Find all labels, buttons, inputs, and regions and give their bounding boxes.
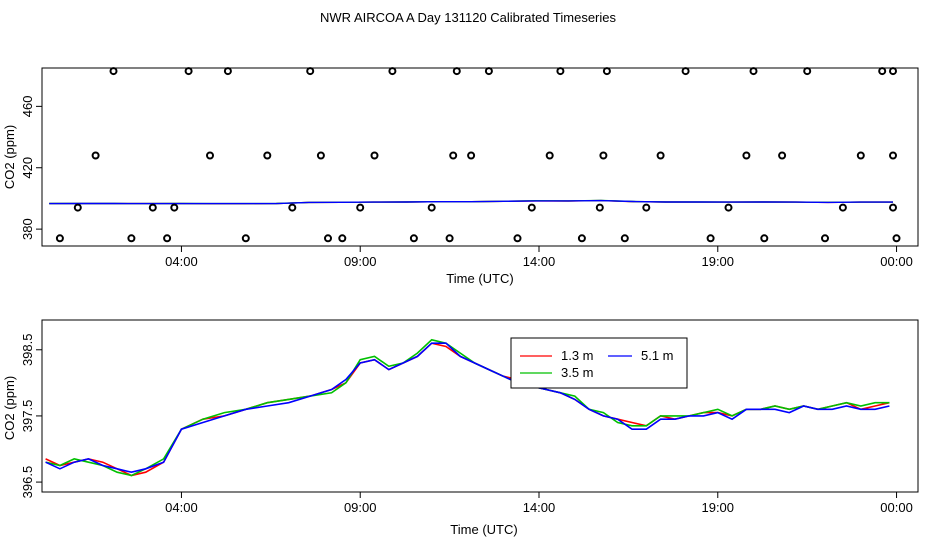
scatter-point [316, 151, 325, 160]
scatter-point [889, 203, 897, 212]
scatter-point [838, 203, 847, 212]
top-y-axis-label: CO2 (ppm) [2, 125, 17, 189]
scatter-point [803, 67, 812, 76]
bottom-x-axis-label: Time (UTC) [450, 522, 517, 537]
scatter-point [370, 151, 379, 160]
top-series-lines [49, 199, 893, 205]
scatter-point [452, 67, 461, 76]
top-x-axis: 04:00 09:00 14:00 19:00 00:00 [165, 246, 913, 269]
scatter-point [724, 203, 733, 212]
bottom-x-tick-label: 14:00 [523, 500, 556, 515]
top-x-tick-label: 19:00 [701, 254, 734, 269]
scatter-point [91, 151, 100, 160]
top-y-tick-label: 460 [20, 96, 35, 118]
scatter-point [856, 151, 865, 160]
scatter-point [556, 67, 565, 76]
top-y-tick-label: 420 [20, 157, 35, 179]
scatter-point [484, 67, 493, 76]
top-panel: 04:00 09:00 14:00 19:00 00:00 380 420 460 Time… [2, 67, 919, 286]
top-x-tick-label: 04:00 [165, 254, 198, 269]
bottom-x-axis: 04:00 09:00 14:00 19:00 00:00 [165, 492, 913, 515]
bottom-y-tick-label: 396.5 [20, 466, 35, 499]
scatter-point [427, 203, 436, 212]
top-x-tick-label: 09:00 [344, 254, 377, 269]
scatter-point [445, 234, 454, 243]
scatter-point [760, 234, 769, 243]
scatter-point [223, 67, 232, 76]
scatter-point [109, 67, 118, 76]
scatter-point [263, 151, 272, 160]
scatter-point [602, 67, 611, 76]
scatter-point [127, 234, 136, 243]
scatter-point [749, 67, 758, 76]
bottom-y-axis: 396.5 397.5 398.5 [20, 333, 42, 498]
top-scatter-points [55, 67, 901, 243]
scatter-point [388, 67, 397, 76]
scatter-point [409, 234, 418, 243]
top-x-tick-label: 14:00 [523, 254, 556, 269]
scatter-point [656, 151, 665, 160]
scatter-point [467, 151, 476, 160]
top-y-axis: 380 420 460 [20, 96, 42, 240]
scatter-point [356, 203, 365, 212]
bottom-x-tick-label: 19:00 [701, 500, 734, 515]
bottom-x-tick-label: 00:00 [880, 500, 913, 515]
legend-label-3-5m: 3.5 m [561, 365, 594, 380]
scatter-point [620, 234, 629, 243]
scatter-point [577, 234, 586, 243]
scatter-point [878, 67, 887, 76]
scatter-point [742, 151, 751, 160]
legend: 1.3 m 5.1 m 3.5 m [510, 337, 688, 389]
bottom-y-tick-label: 397.5 [20, 400, 35, 433]
scatter-point [821, 234, 829, 243]
bottom-y-tick-label: 398.5 [20, 333, 35, 366]
scatter-point [778, 151, 787, 160]
scatter-point [338, 234, 347, 243]
top-series-line [49, 199, 893, 205]
top-y-tick-label: 380 [20, 218, 35, 240]
bottom-plot-frame [41, 319, 919, 493]
scatter-point [206, 151, 214, 160]
top-plot-frame [41, 67, 919, 247]
series-line-5-1-m [45, 342, 890, 474]
scatter-point [163, 234, 172, 243]
scatter-point [595, 203, 604, 212]
scatter-point [889, 151, 897, 160]
scatter-point [241, 234, 250, 243]
scatter-point [288, 203, 297, 212]
scatter-point [306, 67, 315, 76]
legend-box [510, 337, 688, 389]
scatter-point [892, 234, 901, 243]
scatter-point [324, 234, 332, 243]
scatter-point [642, 203, 651, 212]
scatter-point [527, 203, 536, 212]
scatter-point [73, 203, 82, 212]
scatter-point [706, 234, 715, 243]
scatter-point [545, 151, 554, 160]
scatter-point [889, 67, 897, 76]
scatter-point [513, 234, 522, 243]
legend-label-5-1m: 5.1 m [641, 348, 674, 363]
bottom-y-axis-label: CO2 (ppm) [2, 376, 17, 440]
top-x-tick-label: 00:00 [880, 254, 913, 269]
bottom-panel: 04:00 09:00 14:00 19:00 00:00 396.5 397.5 398.… [2, 319, 919, 537]
scatter-point [184, 67, 193, 76]
scatter-point [170, 203, 179, 212]
scatter-point [599, 151, 608, 160]
scatter-point [148, 203, 157, 212]
legend-label-1-3m: 1.3 m [561, 348, 594, 363]
scatter-point [681, 67, 690, 76]
scatter-point [55, 234, 64, 243]
bottom-x-tick-label: 04:00 [165, 500, 198, 515]
bottom-series-lines [45, 338, 890, 477]
bottom-x-tick-label: 09:00 [344, 500, 377, 515]
chart-title: NWR AIRCOA A Day 131120 Calibrated Times… [320, 10, 616, 25]
scatter-point [449, 151, 458, 160]
top-x-axis-label: Time (UTC) [446, 271, 513, 286]
